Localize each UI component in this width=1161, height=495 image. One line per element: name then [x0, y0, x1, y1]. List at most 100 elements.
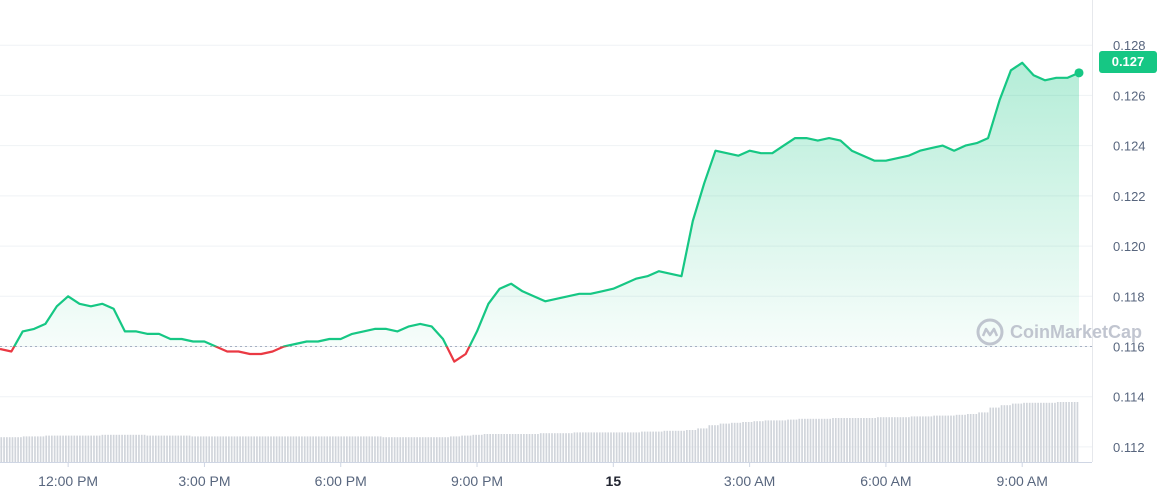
volume-bar [351, 436, 354, 462]
volume-bar [553, 433, 556, 462]
volume-bar [846, 418, 848, 462]
volume-bar [520, 434, 522, 462]
volume-bar [132, 434, 135, 462]
volume-bar [118, 434, 121, 462]
volume-bar [711, 425, 714, 462]
volume-bar [191, 436, 194, 462]
volume-bar [253, 436, 255, 462]
volume-bar [261, 436, 264, 462]
volume-bar [225, 436, 227, 462]
volume-bar [289, 436, 292, 462]
volume-bar [270, 436, 272, 462]
volume-bar [143, 434, 146, 462]
volume-bar [329, 436, 331, 462]
volume-bar [317, 436, 320, 462]
volume-bar [494, 434, 497, 462]
volume-bar [303, 436, 306, 462]
volume-bar [615, 432, 618, 462]
volume-bar [1017, 403, 1020, 462]
volume-bar [823, 418, 826, 462]
volume-bar [348, 436, 351, 462]
volume-bar [421, 437, 424, 462]
volume-bar [489, 434, 492, 462]
volume-bar [455, 436, 458, 462]
volume-bar [621, 432, 624, 462]
volume-bar [126, 434, 129, 462]
volume-bar [559, 433, 562, 462]
volume-bar [208, 436, 211, 462]
volume-bar [90, 435, 93, 462]
volume-bar [379, 436, 382, 462]
volume-bar [913, 416, 916, 462]
volume-bar [295, 436, 298, 462]
volume-bar [834, 418, 837, 462]
volume-bar [792, 419, 795, 462]
volume-bar [641, 431, 643, 462]
volume-bar [461, 435, 463, 462]
volume-bar [905, 417, 907, 462]
volume-bar [865, 418, 868, 462]
volume-bar [514, 434, 517, 462]
x-tick-label: 3:00 PM [178, 473, 230, 489]
volume-bar [396, 437, 399, 462]
volume-bar [287, 436, 289, 462]
volume-bar [671, 430, 674, 462]
volume-bar [938, 415, 941, 462]
y-tick-label: 0.112 [1113, 440, 1145, 455]
volume-bar [677, 430, 680, 462]
volume-bar [725, 423, 728, 462]
volume-bar [798, 418, 801, 462]
volume-bar [750, 422, 753, 462]
volume-bar [916, 416, 919, 462]
volume-bar [357, 436, 359, 462]
volume-bar [50, 435, 53, 462]
volume-bar [582, 432, 584, 462]
volume-bar [323, 436, 326, 462]
volume-bar [272, 436, 275, 462]
volume-bar [565, 433, 567, 462]
volume-bar [152, 435, 154, 462]
volume-bar [722, 423, 725, 462]
volume-bar [882, 417, 885, 462]
x-tick-label: 6:00 AM [860, 473, 911, 489]
coinmarketcap-watermark: CoinMarketCap [976, 317, 1142, 347]
volume-bar [534, 434, 536, 462]
volume-bar [742, 422, 744, 462]
volume-bar [632, 432, 635, 462]
volume-bar [716, 425, 719, 462]
volume-bar [424, 437, 427, 462]
volume-bar [1011, 403, 1014, 462]
volume-bar [1073, 402, 1076, 462]
volume-bar [492, 434, 494, 462]
volume-bar [992, 407, 994, 462]
volume-bar [770, 420, 773, 462]
volume-bar [62, 435, 64, 462]
volume-bar [264, 436, 267, 462]
volume-bar [789, 419, 792, 462]
volume-bar [267, 436, 270, 462]
volume-bar [879, 417, 882, 462]
volume-bar [562, 433, 565, 462]
volume-bar [157, 435, 160, 462]
volume-bar [331, 436, 334, 462]
volume-bar [31, 436, 34, 462]
volume-bar [185, 435, 188, 462]
volume-bar [697, 428, 699, 462]
volume-bar [947, 415, 950, 462]
volume-bar [525, 434, 528, 462]
volume-bar [466, 435, 469, 462]
volume-bar [376, 436, 379, 462]
volume-bar [1034, 402, 1037, 462]
volume-bar [447, 437, 449, 462]
volume-bar [747, 422, 750, 462]
volume-bar [964, 414, 966, 462]
volume-bar [739, 422, 742, 462]
volume-bar [28, 436, 31, 462]
volume-bar [950, 415, 952, 462]
y-tick-label: 0.122 [1113, 189, 1146, 204]
volume-bar [166, 435, 168, 462]
volume-bar [22, 436, 25, 462]
volume-bar [104, 434, 107, 462]
volume-bar [433, 437, 435, 462]
